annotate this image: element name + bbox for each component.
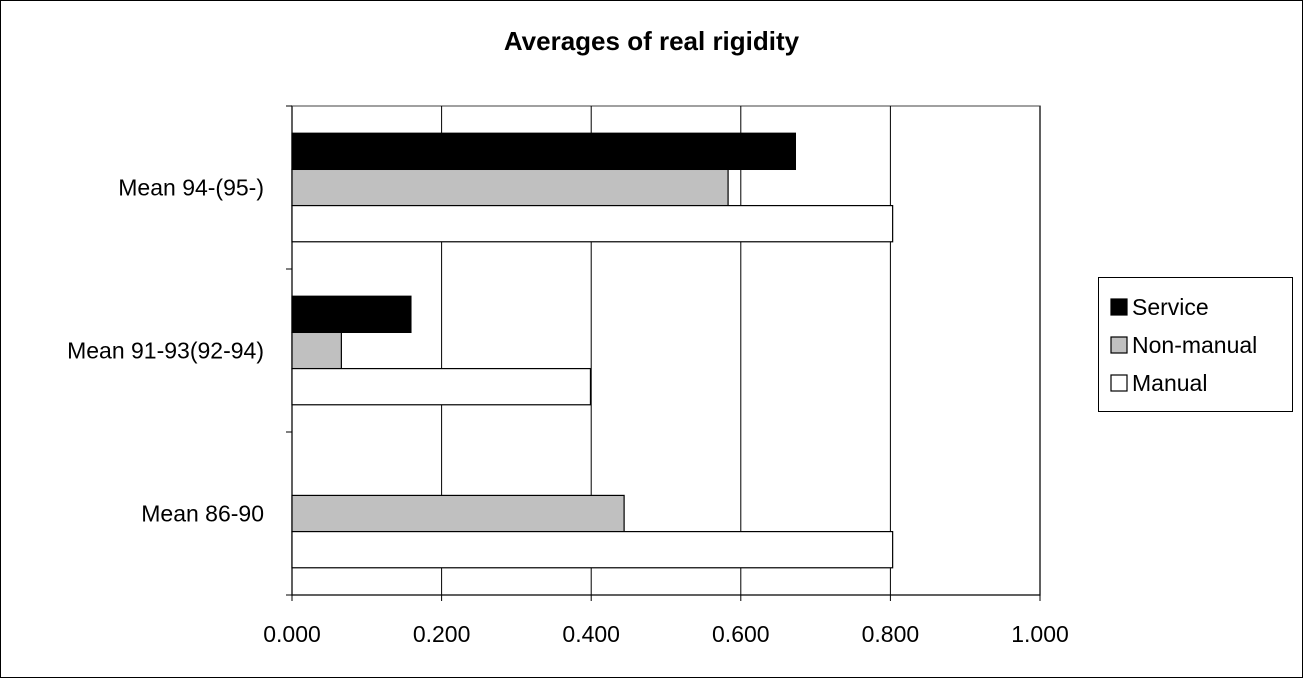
bar-non-manual — [291, 168, 729, 207]
axis-labels: 0.000 0.200 0.400 0.600 0.800 1.000 Mean 94-(9… — [67, 175, 1069, 648]
x-tick-label: 0.400 — [562, 621, 620, 647]
legend: Service Non-manual Manual — [1098, 277, 1293, 412]
bar-manual — [291, 530, 894, 569]
legend-label: Non-manual — [1132, 332, 1257, 358]
legend-items: Service Non-manual Manual — [1110, 294, 1257, 396]
x-tick-label: 0.800 — [862, 621, 920, 647]
legend-swatch-service — [1110, 298, 1128, 316]
legend-label: Service — [1132, 294, 1209, 320]
chart-title: Averages of real rigidity — [503, 26, 800, 56]
legend-label: Manual — [1132, 370, 1207, 396]
x-tick-label: 0.000 — [263, 621, 321, 647]
category-label: Mean 86-90 — [141, 501, 264, 527]
legend-swatch-non-manual — [1110, 336, 1128, 354]
x-tick-label: 0.200 — [413, 621, 471, 647]
bar-manual — [291, 204, 894, 243]
bar-non-manual — [291, 331, 342, 370]
bar-manual — [291, 367, 592, 406]
x-tick-label: 1.000 — [1011, 621, 1069, 647]
bar-service — [291, 295, 412, 334]
axes — [286, 105, 1041, 601]
category-label: Mean 91-93(92-94) — [67, 338, 264, 364]
legend-swatch-manual — [1110, 374, 1128, 392]
bars — [291, 132, 894, 569]
bar-service — [291, 132, 797, 171]
category-label: Mean 94-(95-) — [118, 175, 264, 201]
bar-non-manual — [291, 494, 625, 533]
x-tick-label: 0.600 — [712, 621, 770, 647]
